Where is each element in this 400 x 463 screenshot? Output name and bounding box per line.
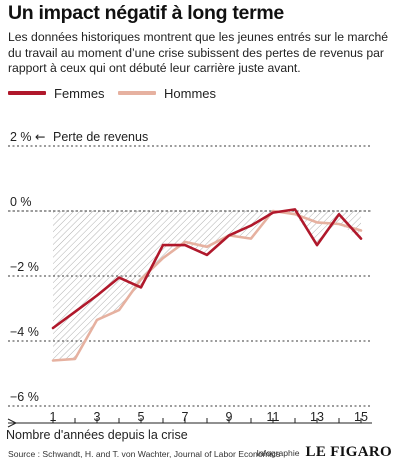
series-lines-group [51,208,363,362]
x-tick-label: 13 [310,410,324,424]
x-tick-label: 3 [94,410,101,424]
y-tick-label: 2 % [10,130,32,144]
hatched-area-group [53,211,361,361]
series-line-femmes [51,208,363,330]
x-tick-label: 9 [226,410,233,424]
x-tick-label: 7 [182,410,189,424]
chart-subtitle: Les données historiques montrent que les… [8,30,389,75]
legend-label-femmes: Femmes [54,85,105,101]
source-note: Source : Schwandt, H. and T. von Wachter… [8,449,281,459]
x-tick-label: 1 [50,410,57,424]
credit: Infographie LE FIGARO [257,444,392,461]
legend-item-femmes: Femmes [8,84,105,102]
y-tick-label: −2 % [10,260,39,274]
y-axis-label: Perte de revenus [53,130,148,144]
credit-label: Infographie [256,448,300,458]
y-tick-label: −6 % [10,390,39,404]
brand-logo: LE FIGARO [305,444,392,460]
legend-swatch-femmes [8,91,46,95]
y-tick-label: −4 % [10,325,39,339]
x-axis-arrowhead [7,418,18,428]
legend-item-hommes: Hommes [118,84,216,102]
x-tick-label: 11 [267,410,280,424]
x-axis-label: Nombre d'années depuis la crise [6,428,188,442]
hatched-loss-area [53,211,361,361]
legend: Femmes Hommes [8,84,398,102]
y-ticks-group: 2 % 0 % −2 % −4 % −6 % ← Perte de revenus [8,129,372,407]
x-tick-label: 5 [138,410,145,424]
chart-title: Un impact négatif à long terme [8,2,284,24]
x-tick-label: 15 [354,410,368,424]
legend-label-hommes: Hommes [164,85,217,101]
legend-swatch-hommes [118,91,156,95]
y-axis-arrow: ← [35,129,45,144]
y-tick-label: 0 % [10,195,32,209]
series-line-hommes [51,209,363,362]
